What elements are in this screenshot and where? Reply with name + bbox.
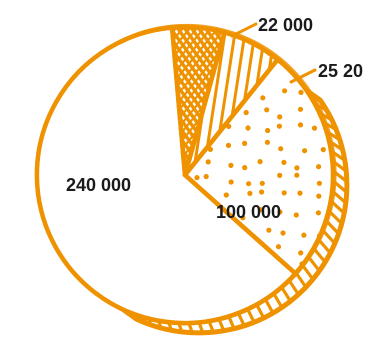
- data-label-slice-2: 100 000: [216, 202, 281, 222]
- data-label-slice-0: 22 000: [258, 15, 313, 35]
- data-label-slice-1: 25 20: [318, 61, 363, 81]
- pie-sketch-outline: [36, 23, 337, 325]
- data-label-slice-3: 240 000: [66, 175, 131, 195]
- leader-lines: [230, 22, 317, 84]
- leader-line-slice-1: [289, 68, 317, 84]
- pie-slice-3: [36, 27, 296, 324]
- leader-line-slice-0: [230, 22, 258, 38]
